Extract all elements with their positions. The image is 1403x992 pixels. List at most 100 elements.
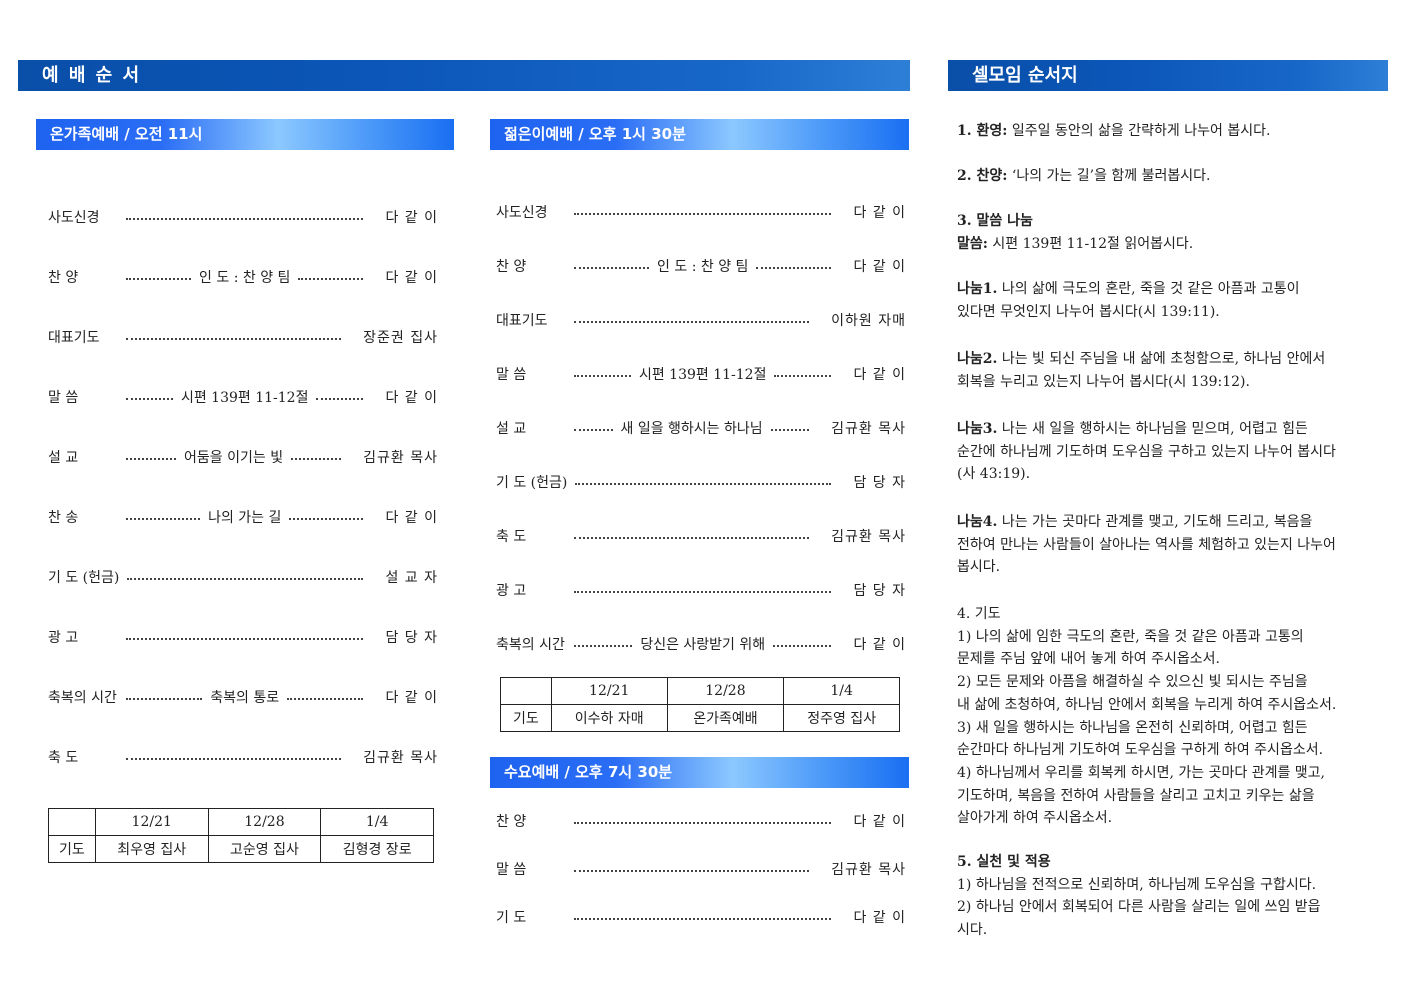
- order-row: 대표기도 이하원 자매: [496, 310, 906, 330]
- empty-cell: [48, 808, 96, 836]
- dotted-leader: [770, 429, 810, 431]
- text-line: 2) 모든 문제와 아픔을 해결하실 수 있으신 빛 되시는 주님을: [957, 671, 1392, 694]
- order-row: 사도신경 다 같 이: [48, 207, 438, 227]
- order-row: 말 씀 시편 139편 11-12절 다 같 이: [496, 364, 906, 384]
- order-label: 기 도: [496, 910, 527, 926]
- line-text: 시편 139편 11-12절 읽어봅시다.: [987, 235, 1194, 252]
- date-cell: 12/21: [94, 808, 209, 836]
- cell-order-header: 셀모임 순서지: [948, 60, 1388, 91]
- name-cell: 온가족예배: [666, 704, 785, 732]
- text-line: 순간마다 하나님게 기도하여 도우심을 구하게 하여 주시옵소서.: [957, 739, 1392, 762]
- text-line: 2. 찬양: ‘나의 가는 길’을 함께 불러봅시다.: [957, 165, 1392, 188]
- text-line: 봅시다.: [957, 556, 1392, 579]
- text-line: 순간에 하나님께 기도하며 도우심을 구하고 있는지 나누어 봅시다: [957, 441, 1392, 464]
- order-label: 기 도 (헌금): [496, 475, 568, 491]
- order-leader-name: 다 같 이: [385, 690, 438, 706]
- order-label: 찬 양: [48, 270, 79, 286]
- text-line: 3) 새 일을 행하시는 하나님을 온전히 신뢰하며, 어렵고 힘든: [957, 717, 1392, 740]
- order-row: 찬 양 인 도 : 찬 양 팀 다 같 이: [496, 256, 906, 276]
- order-leader-name: 김규환 목사: [363, 750, 438, 766]
- cell-order-item: 1. 환영: 일주일 동안의 삶을 간략하게 나누어 봅시다.: [957, 120, 1392, 143]
- bold-prefix: 나눔4.: [957, 514, 998, 530]
- text-line: 전하여 만나는 사람들이 살아나는 역사를 체험하고 있는지 나누어: [957, 534, 1392, 557]
- dotted-leader: [574, 822, 832, 824]
- line-text: 전하여 만나는 사람들이 살아나는 역사를 체험하고 있는지 나누어: [957, 536, 1336, 553]
- order-label: 광 고: [496, 583, 527, 599]
- dotted-leader: [126, 338, 342, 340]
- cell-order-item: 나눔3. 나는 새 일을 행하시는 하나님을 믿으며, 어렵고 힘든 순간에 하나…: [957, 418, 1392, 486]
- order-leader-name: 다 같 이: [853, 367, 906, 383]
- order-leader-name: 다 같 이: [853, 814, 906, 830]
- order-leader-name: 다 같 이: [853, 259, 907, 275]
- dotted-leader: [126, 218, 364, 220]
- line-text: 순간에 하나님께 기도하며 도우심을 구하고 있는지 나누어 봅시다: [957, 443, 1336, 460]
- order-row: 설 교 새 일을 행하시는 하나님 김규환 목사: [496, 418, 906, 438]
- line-text: ‘나의 가는 길’을 함께 불러봅시다.: [1007, 168, 1211, 184]
- order-row: 대표기도 장준권 집사: [48, 327, 438, 347]
- dotted-leader: [574, 645, 633, 647]
- order-detail: 시편 139편 11-12절: [638, 367, 767, 383]
- cell-order-item: 4. 기도 1) 나의 삶에 임한 극도의 혼란, 죽을 것 같은 아픔과 고통의…: [957, 603, 1392, 830]
- order-label: 설 교: [496, 421, 527, 437]
- text-line: 2) 하나님 안에서 회복되어 다른 사람을 살리는 일에 쓰임 받읍: [957, 896, 1392, 919]
- order-detail: 어둠을 이기는 빛: [184, 450, 284, 466]
- text-line: 1) 하나님을 전적으로 신뢰하며, 하나님께 도우심을 구합시다.: [957, 874, 1392, 897]
- order-row: 축복의 시간 축복의 통로 다 같 이: [48, 687, 438, 707]
- order-row: 말 씀 시편 139편 11-12절 다 같 이: [48, 387, 438, 407]
- date-cell: 12/21: [550, 677, 668, 705]
- dotted-leader: [126, 518, 201, 520]
- dotted-leader: [126, 698, 203, 700]
- order-label: 광 고: [48, 630, 79, 646]
- date-cell: 12/28: [207, 808, 322, 836]
- order-row: 기 도 (헌금) 설 교 자: [48, 567, 438, 587]
- order-row: 설 교 어둠을 이기는 빛 김규환 목사: [48, 447, 438, 467]
- line-text: 나는 빛 되신 주님을 내 삶에 초청함으로, 하나님 안에서: [997, 351, 1326, 367]
- order-row: 찬 양 인 도 : 찬 양 팀 다 같 이: [48, 267, 438, 287]
- dotted-leader: [126, 278, 192, 280]
- dotted-leader: [289, 518, 364, 520]
- name-cell: 최우영 집사: [94, 835, 209, 863]
- row-label: 기도: [48, 835, 96, 863]
- cell-order-title: 셀모임 순서지: [972, 65, 1078, 86]
- name-cell: 김형경 장로: [320, 835, 434, 863]
- text-line: 나눔4. 나는 가는 곳마다 관계를 맺고, 기도해 드리고, 복음을: [957, 511, 1392, 534]
- order-label: 찬 송: [48, 510, 79, 526]
- text-line: 3. 말씀 나눔: [957, 210, 1392, 233]
- row-label: 기도: [500, 704, 552, 732]
- worship-order-title: 예 배 순 서: [42, 65, 142, 86]
- line-text: 문제를 주님 앞에 내어 놓게 하여 주시옵소서.: [957, 651, 1220, 668]
- order-leader-name: 다 같 이: [385, 210, 438, 226]
- line-text: 나의 삶에 극도의 혼란, 죽을 것 같은 아픔과 고통이: [997, 281, 1300, 297]
- order-detail: 인 도 : 찬 양 팀: [199, 270, 291, 286]
- order-label: 말 씀: [496, 367, 527, 383]
- cell-order-item: 5. 실천 및 적용 1) 하나님을 전적으로 신뢰하며, 하나님께 도우심을 구…: [957, 851, 1392, 942]
- text-line: 말씀: 시편 139편 11-12절 읽어봅시다.: [957, 233, 1392, 256]
- dotted-leader: [574, 321, 810, 323]
- order-leader-name: 설 교 자: [385, 570, 438, 586]
- dotted-leader: [574, 591, 832, 593]
- dotted-leader: [574, 918, 832, 920]
- order-leader-name: 다 같 이: [853, 205, 906, 221]
- order-label: 사도신경: [48, 210, 100, 226]
- worship-order-header: 예 배 순 서: [18, 60, 910, 91]
- line-text: 2) 하나님 안에서 회복되어 다른 사람을 살리는 일에 쓰임 받읍: [957, 899, 1321, 916]
- order-leader-name: 이하원 자매: [831, 313, 906, 329]
- cell-order-item: 2. 찬양: ‘나의 가는 길’을 함께 불러봅시다.: [957, 165, 1392, 188]
- sunday-family-header: 온가족예배 / 오전 11시: [36, 119, 454, 150]
- text-line: 시다.: [957, 919, 1392, 942]
- order-detail: 시편 139편 11-12절: [180, 390, 309, 406]
- dotted-leader: [574, 537, 810, 539]
- line-text: 내 삶에 초청하여, 하나님 안에서 회복을 누리게 하여 주시옵소서.: [957, 696, 1337, 713]
- dotted-leader: [574, 870, 810, 872]
- dotted-leader: [575, 483, 832, 485]
- line-text: 시다.: [957, 922, 988, 939]
- date-cell: 1/4: [320, 808, 434, 836]
- order-leader-name: 다 같 이: [385, 270, 439, 286]
- text-line: 1. 환영: 일주일 동안의 삶을 간략하게 나누어 봅시다.: [957, 120, 1392, 143]
- line-text: 나는 가는 곳마다 관계를 맺고, 기도해 드리고, 복음을: [997, 514, 1313, 530]
- line-text: (사 43:19).: [957, 466, 1031, 483]
- dotted-leader: [126, 758, 342, 760]
